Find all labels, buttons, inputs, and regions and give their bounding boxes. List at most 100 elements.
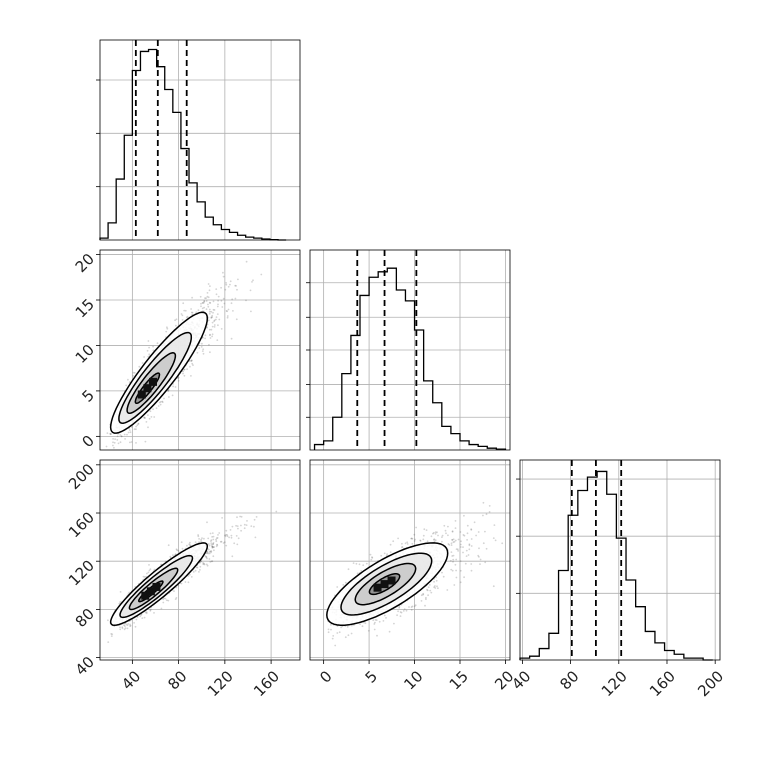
data-point: [444, 529, 447, 532]
data-point: [422, 538, 425, 541]
data-point: [222, 275, 225, 278]
data-point: [148, 353, 151, 356]
data-point: [203, 563, 206, 566]
data-point: [429, 589, 432, 592]
data-point: [211, 536, 214, 538]
data-point: [479, 563, 481, 565]
data-point: [201, 302, 204, 304]
data-point: [116, 439, 119, 441]
data-point: [209, 532, 212, 535]
data-point: [492, 537, 495, 539]
data-point: [203, 306, 206, 309]
data-point: [206, 557, 208, 560]
data-point: [188, 573, 191, 576]
data-point: [397, 610, 399, 613]
data-point: [451, 569, 454, 572]
data-point: [451, 538, 454, 541]
data-point: [210, 560, 213, 563]
data-point: [216, 313, 219, 315]
data-point: [202, 352, 205, 355]
data-point: [235, 535, 238, 537]
data-point: [404, 542, 407, 545]
data-point: [216, 544, 219, 546]
data-point: [240, 515, 243, 518]
data-point: [235, 318, 238, 321]
data-point: [188, 543, 191, 546]
data-point: [155, 407, 158, 410]
data-point: [225, 529, 228, 532]
data-point: [220, 540, 223, 543]
data-point: [123, 624, 125, 627]
data-point: [275, 510, 278, 513]
data-point: [119, 626, 121, 629]
data-point: [217, 295, 220, 298]
data-point: [220, 299, 223, 302]
data-point: [181, 319, 184, 321]
data-point: [153, 612, 155, 614]
data-point: [462, 551, 464, 554]
data-point: [213, 326, 216, 328]
data-point: [450, 542, 453, 545]
data-point: [128, 591, 131, 594]
data-point: [211, 560, 214, 563]
data-point: [229, 280, 232, 283]
data-point: [207, 543, 210, 545]
data-point: [190, 576, 193, 578]
data-point: [372, 619, 375, 622]
data-point: [123, 628, 126, 631]
data-point: [210, 328, 213, 331]
data-point: [137, 423, 140, 425]
data-point: [176, 377, 179, 380]
data-point: [153, 568, 156, 571]
data-point: [212, 538, 215, 541]
data-point: [183, 368, 186, 371]
data-point: [479, 558, 482, 561]
data-point: [456, 548, 459, 551]
data-point: [145, 611, 148, 614]
data-point: [225, 310, 228, 312]
data-point: [181, 314, 184, 317]
data-point: [436, 585, 438, 588]
data-point: [406, 541, 409, 544]
data-point: [112, 438, 114, 440]
data-point: [113, 441, 116, 444]
data-point: [453, 540, 456, 543]
data-point: [452, 560, 454, 563]
data-point: [455, 548, 458, 550]
data-point: [225, 534, 227, 536]
data-point: [235, 524, 238, 527]
data-point: [236, 525, 239, 527]
data-point: [211, 316, 214, 319]
data-point: [124, 438, 126, 440]
data-point: [459, 543, 462, 546]
data-point: [129, 441, 131, 444]
data-point: [206, 295, 209, 298]
data-point: [110, 635, 113, 637]
data-point: [167, 390, 170, 393]
data-point: [419, 540, 422, 542]
data-point: [252, 279, 254, 282]
data-point: [206, 564, 209, 567]
data-point: [203, 537, 205, 540]
data-point: [211, 321, 214, 324]
data-point: [413, 540, 416, 542]
data-point: [360, 570, 363, 572]
y-tick-label: 15: [72, 295, 98, 321]
data-point: [470, 529, 473, 531]
data-point: [175, 324, 177, 327]
data-point: [120, 435, 123, 438]
data-point: [435, 576, 437, 579]
data-point: [190, 311, 193, 314]
data-point: [213, 309, 216, 311]
data-point: [183, 368, 186, 371]
data-point: [374, 621, 376, 624]
data-point: [202, 302, 204, 304]
data-point: [201, 350, 204, 352]
data-point: [424, 604, 426, 607]
data-point: [422, 592, 425, 595]
data-point: [152, 349, 155, 352]
data-point: [226, 316, 229, 319]
data-point: [175, 548, 178, 551]
panel-frame: [519, 459, 721, 661]
